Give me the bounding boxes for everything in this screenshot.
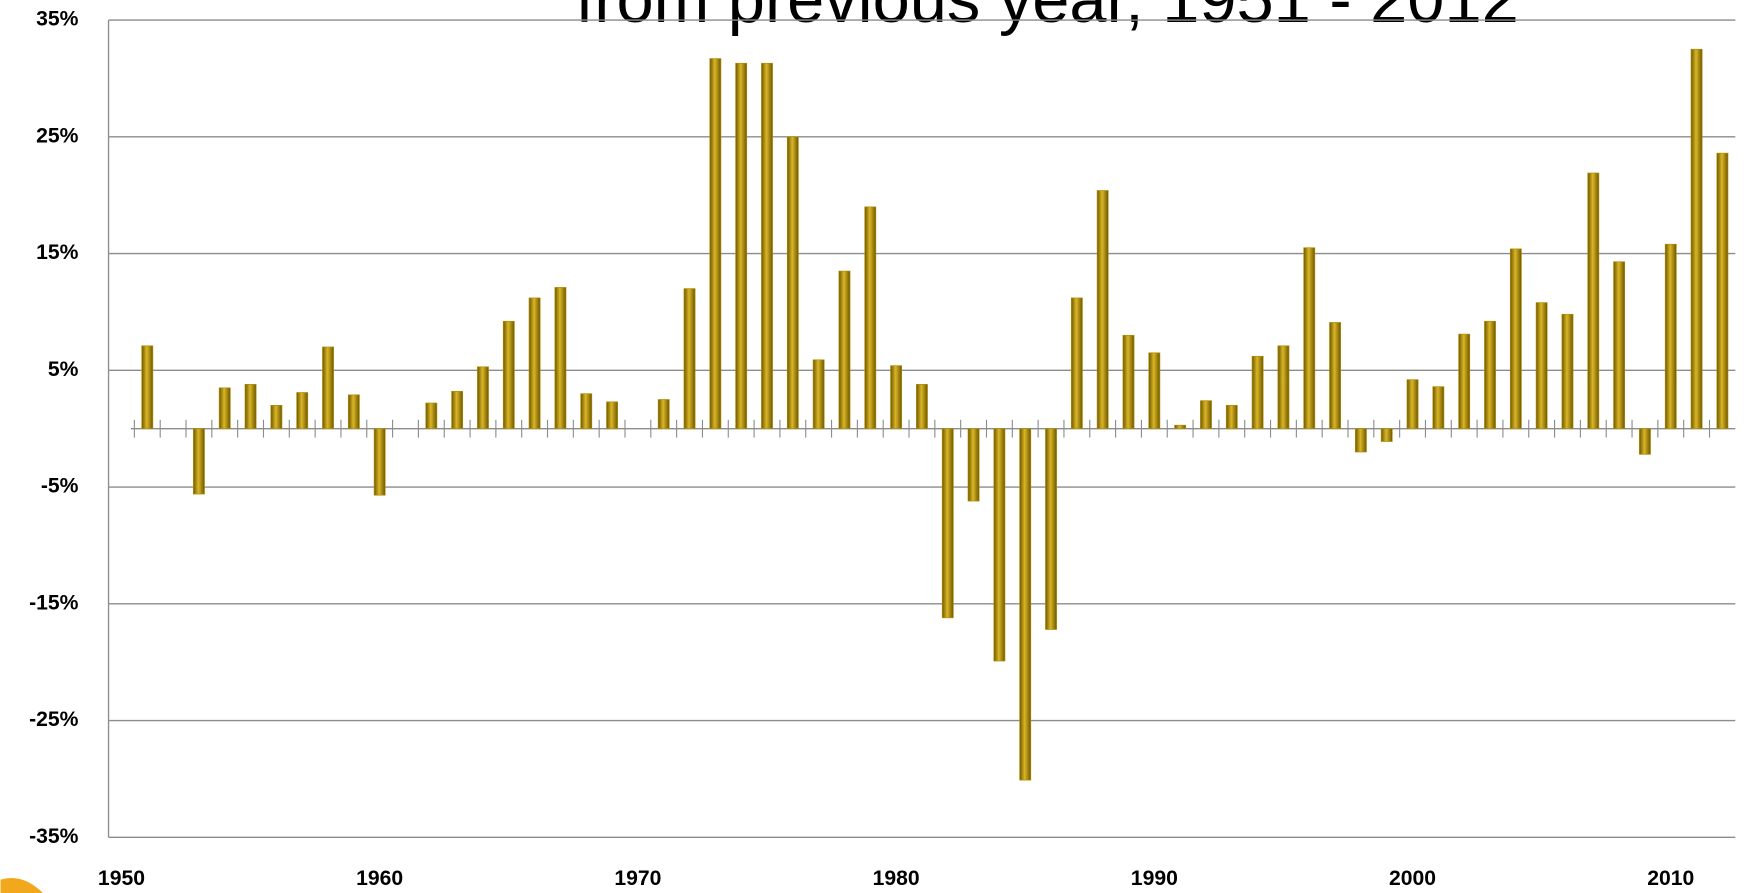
bar	[270, 404, 283, 430]
bar	[528, 297, 541, 430]
bar	[1200, 400, 1212, 430]
x-tick-label: 1950	[98, 867, 145, 890]
bar	[1355, 428, 1367, 453]
chart-title: from previous year, 1951 - 2012	[576, 0, 1519, 37]
bar	[606, 401, 618, 430]
bar	[1406, 379, 1419, 430]
bar	[218, 387, 231, 430]
bar	[1484, 320, 1496, 430]
x-tick-label: 1960	[356, 867, 403, 890]
bar	[761, 62, 773, 430]
bar	[1070, 297, 1083, 430]
y-tick-label: -25%	[29, 708, 79, 731]
x-tick-label: 1990	[1131, 867, 1178, 890]
corner-decoration	[0, 877, 43, 893]
bar	[1019, 428, 1032, 781]
bar	[1329, 322, 1341, 430]
bar	[1613, 261, 1626, 430]
bar	[657, 399, 670, 430]
bar	[1174, 424, 1187, 430]
bar	[1096, 190, 1109, 430]
bar	[1535, 302, 1548, 430]
bar	[786, 136, 799, 430]
bar	[1045, 428, 1057, 630]
bar	[916, 383, 928, 430]
bar	[502, 320, 515, 430]
bar	[554, 287, 567, 430]
y-tick-label: 15%	[36, 241, 79, 264]
bar	[864, 206, 877, 430]
bar	[373, 428, 386, 496]
bar	[812, 359, 825, 430]
bar	[347, 394, 360, 430]
bar	[709, 58, 722, 430]
bar	[1587, 172, 1600, 430]
bar	[1509, 248, 1522, 430]
bar	[1561, 313, 1574, 430]
bar	[425, 402, 438, 430]
x-tick-label: 2010	[1647, 867, 1694, 890]
bar	[477, 366, 489, 430]
bar	[890, 365, 903, 430]
bar	[683, 288, 696, 430]
y-tick-label: 5%	[48, 358, 79, 381]
bar	[193, 428, 205, 495]
bar	[1664, 243, 1677, 430]
bar	[1458, 333, 1471, 430]
bar	[322, 346, 334, 430]
y-tick-label: -15%	[29, 591, 79, 614]
bar	[451, 390, 464, 430]
bar	[838, 270, 851, 430]
y-tick-label: 25%	[36, 124, 79, 147]
bar	[735, 62, 748, 430]
x-tick-label: 1970	[614, 867, 661, 890]
bar	[993, 428, 1006, 662]
y-tick-label: -35%	[29, 825, 79, 848]
bar	[1251, 355, 1264, 430]
bar	[1639, 428, 1651, 455]
x-tick-label: 2000	[1389, 867, 1436, 890]
bar	[580, 393, 593, 430]
bar	[1380, 428, 1393, 442]
x-tick-label: 1980	[873, 867, 920, 890]
bar	[1122, 334, 1135, 430]
bar	[1716, 152, 1729, 430]
bar	[1303, 247, 1316, 430]
bar	[1432, 386, 1445, 430]
bar	[1277, 345, 1290, 430]
bar	[1148, 352, 1161, 430]
bar	[244, 383, 257, 430]
bar	[141, 345, 154, 430]
bar	[941, 428, 954, 619]
y-tick-label: -5%	[41, 475, 79, 498]
bar	[296, 392, 309, 430]
y-tick-label: 35%	[36, 8, 79, 31]
bar	[1690, 48, 1703, 430]
bar	[1225, 404, 1238, 430]
bar	[967, 428, 980, 502]
